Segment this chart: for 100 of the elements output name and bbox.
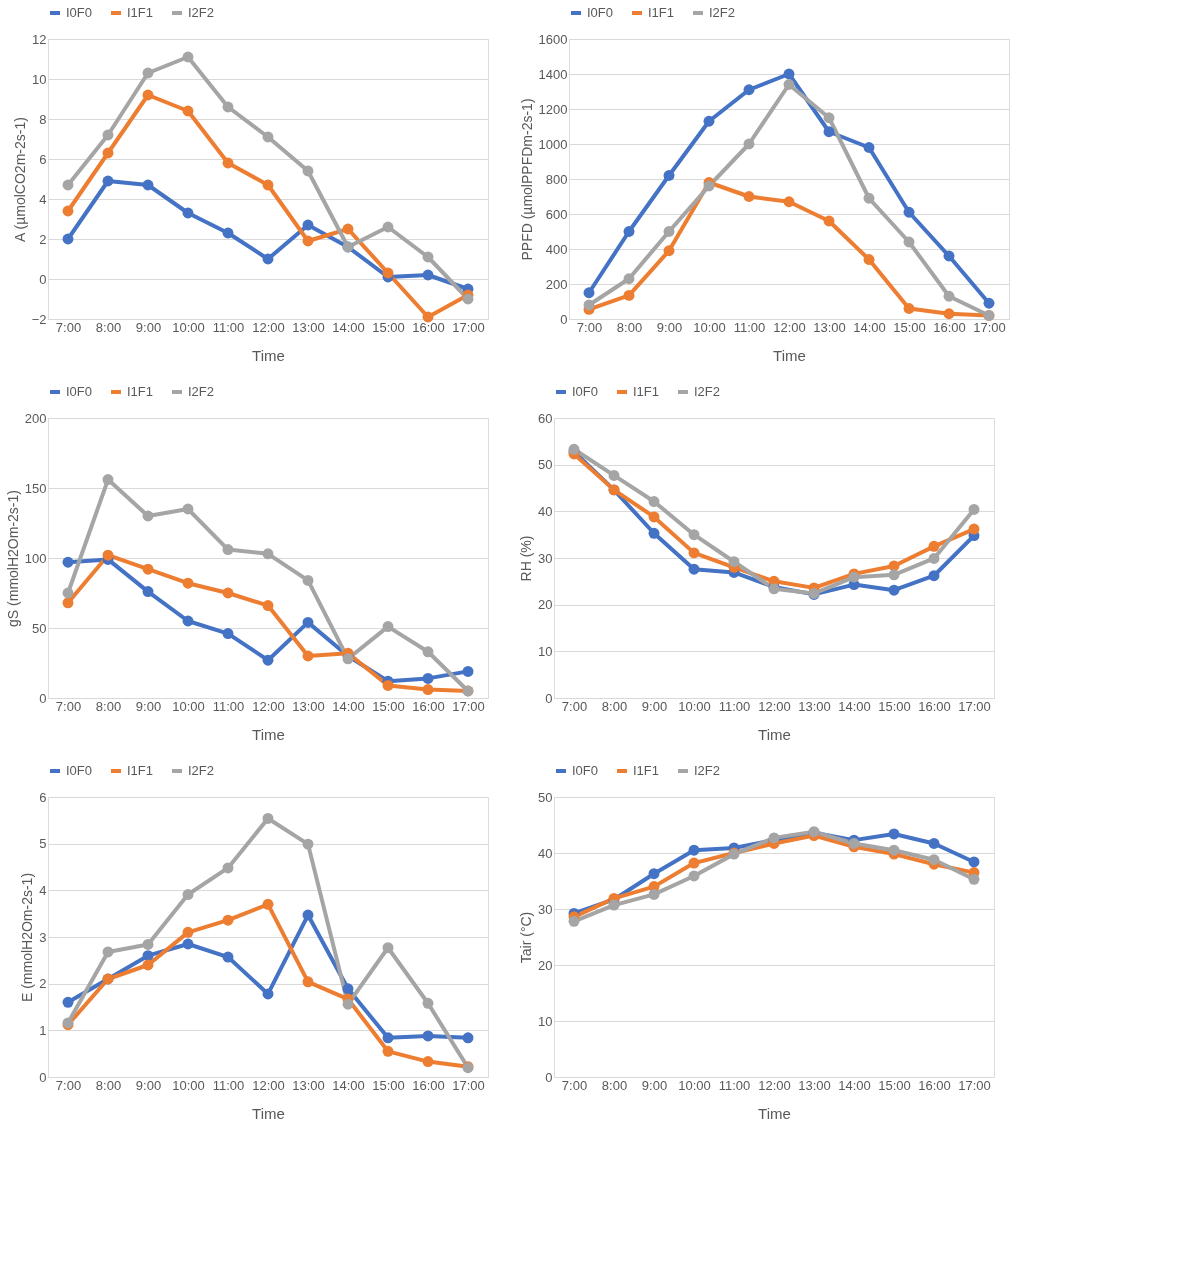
x-tick-label: 14:00 bbox=[853, 319, 886, 335]
y-tick-label: 0 bbox=[39, 271, 47, 287]
x-axis-title: Time bbox=[758, 725, 791, 743]
x-tick-label: 13:00 bbox=[813, 319, 846, 335]
x-tick-label: 9:00 bbox=[135, 1077, 162, 1093]
y-axis-title: RH (%) bbox=[518, 535, 535, 582]
y-tick-label: 1000 bbox=[538, 136, 568, 152]
legend-label: I2F2 bbox=[709, 5, 736, 20]
legend-label: I1F1 bbox=[633, 384, 660, 399]
x-tick-label: 13:00 bbox=[292, 319, 325, 335]
x-tick-label: 13:00 bbox=[798, 698, 831, 714]
y-axis-title: PPFD (µmolPPFDm-2s-1) bbox=[518, 98, 535, 261]
y-tick-label: 600 bbox=[545, 206, 568, 222]
x-tick-label: 17:00 bbox=[452, 698, 485, 714]
x-tick-label: 14:00 bbox=[838, 698, 871, 714]
x-tick-label: 9:00 bbox=[641, 698, 668, 714]
y-tick-label: 50 bbox=[538, 789, 553, 805]
x-tick-label: 8:00 bbox=[616, 319, 643, 335]
x-tick-label: 16:00 bbox=[412, 698, 445, 714]
y-tick-label: −2 bbox=[31, 311, 47, 327]
x-tick-label: 14:00 bbox=[332, 698, 365, 714]
x-tick-label: 17:00 bbox=[973, 319, 1006, 335]
y-tick-label: 20 bbox=[538, 597, 553, 613]
x-tick-label: 7:00 bbox=[55, 319, 82, 335]
y-tick-label: 1200 bbox=[538, 101, 568, 117]
x-tick-label: 10:00 bbox=[172, 698, 205, 714]
y-tick-label: 8 bbox=[39, 111, 47, 127]
x-tick-label: 10:00 bbox=[678, 1077, 711, 1093]
x-tick-label: 13:00 bbox=[798, 1077, 831, 1093]
x-tick-label: 8:00 bbox=[95, 698, 122, 714]
y-axis-title: E (mmolH2Om-2s-1) bbox=[19, 872, 36, 1003]
x-tick-label: 11:00 bbox=[212, 1077, 245, 1093]
x-axis-title: Time bbox=[773, 346, 806, 364]
y-tick-label: 0 bbox=[545, 1069, 553, 1085]
x-tick-label: 15:00 bbox=[878, 698, 911, 714]
y-tick-label: 4 bbox=[39, 191, 47, 207]
legend-label: I1F1 bbox=[127, 5, 154, 20]
legend-label: I0F0 bbox=[572, 763, 599, 778]
x-tick-label: 10:00 bbox=[678, 698, 711, 714]
y-tick-label: 0 bbox=[560, 311, 568, 327]
y-tick-label: 1 bbox=[39, 1022, 47, 1038]
x-tick-label: 15:00 bbox=[893, 319, 926, 335]
y-tick-label: 2 bbox=[39, 231, 47, 247]
y-tick-label: 10 bbox=[32, 71, 47, 87]
y-tick-label: 6 bbox=[39, 151, 47, 167]
legend-label: I2F2 bbox=[694, 763, 721, 778]
legend-label: I1F1 bbox=[633, 763, 660, 778]
legend-label: I0F0 bbox=[587, 5, 614, 20]
legend-label: I2F2 bbox=[188, 384, 215, 399]
y-tick-label: 20 bbox=[538, 957, 553, 973]
x-tick-label: 12:00 bbox=[252, 698, 285, 714]
x-tick-label: 8:00 bbox=[95, 319, 122, 335]
y-tick-label: 0 bbox=[39, 1069, 47, 1085]
y-tick-label: 40 bbox=[538, 845, 553, 861]
x-tick-label: 13:00 bbox=[292, 698, 325, 714]
y-tick-label: 2 bbox=[39, 976, 47, 992]
x-tick-label: 14:00 bbox=[332, 1077, 365, 1093]
y-tick-label: 1400 bbox=[538, 66, 568, 82]
y-tick-label: 800 bbox=[545, 171, 568, 187]
y-axis-title: Tair (°C) bbox=[518, 911, 535, 964]
x-axis-title: Time bbox=[252, 725, 285, 743]
x-tick-label: 17:00 bbox=[958, 1077, 991, 1093]
x-tick-label: 17:00 bbox=[958, 698, 991, 714]
x-tick-label: 17:00 bbox=[452, 1077, 485, 1093]
x-tick-label: 12:00 bbox=[758, 698, 791, 714]
x-tick-label: 14:00 bbox=[332, 319, 365, 335]
x-tick-label: 7:00 bbox=[576, 319, 603, 335]
x-tick-label: 8:00 bbox=[601, 698, 628, 714]
x-tick-label: 8:00 bbox=[601, 1077, 628, 1093]
y-tick-label: 40 bbox=[538, 503, 553, 519]
y-tick-label: 30 bbox=[538, 901, 553, 917]
y-tick-label: 4 bbox=[39, 882, 47, 898]
x-tick-label: 17:00 bbox=[452, 319, 485, 335]
x-tick-label: 11:00 bbox=[212, 698, 245, 714]
x-tick-label: 12:00 bbox=[252, 319, 285, 335]
x-tick-label: 14:00 bbox=[838, 1077, 871, 1093]
legend-label: I2F2 bbox=[188, 5, 215, 20]
legend-label: I0F0 bbox=[66, 5, 93, 20]
x-tick-label: 10:00 bbox=[172, 1077, 205, 1093]
x-tick-label: 12:00 bbox=[252, 1077, 285, 1093]
x-tick-label: 11:00 bbox=[718, 1077, 751, 1093]
legend-label: I0F0 bbox=[572, 384, 599, 399]
y-tick-label: 200 bbox=[545, 276, 568, 292]
x-tick-label: 11:00 bbox=[733, 319, 766, 335]
y-tick-label: 50 bbox=[32, 620, 47, 636]
x-tick-label: 7:00 bbox=[55, 698, 82, 714]
y-tick-label: 60 bbox=[538, 410, 553, 426]
x-axis-title: Time bbox=[252, 346, 285, 364]
x-tick-label: 9:00 bbox=[641, 1077, 668, 1093]
y-tick-label: 100 bbox=[24, 550, 47, 566]
x-tick-label: 12:00 bbox=[773, 319, 806, 335]
x-tick-label: 7:00 bbox=[561, 698, 588, 714]
x-axis-title: Time bbox=[758, 1104, 791, 1122]
y-tick-label: 50 bbox=[538, 457, 553, 473]
x-tick-label: 9:00 bbox=[135, 319, 162, 335]
y-tick-label: 12 bbox=[32, 31, 47, 47]
x-axis-title: Time bbox=[252, 1104, 285, 1122]
y-tick-label: 400 bbox=[545, 241, 568, 257]
x-tick-label: 9:00 bbox=[656, 319, 683, 335]
x-tick-label: 16:00 bbox=[918, 1077, 951, 1093]
